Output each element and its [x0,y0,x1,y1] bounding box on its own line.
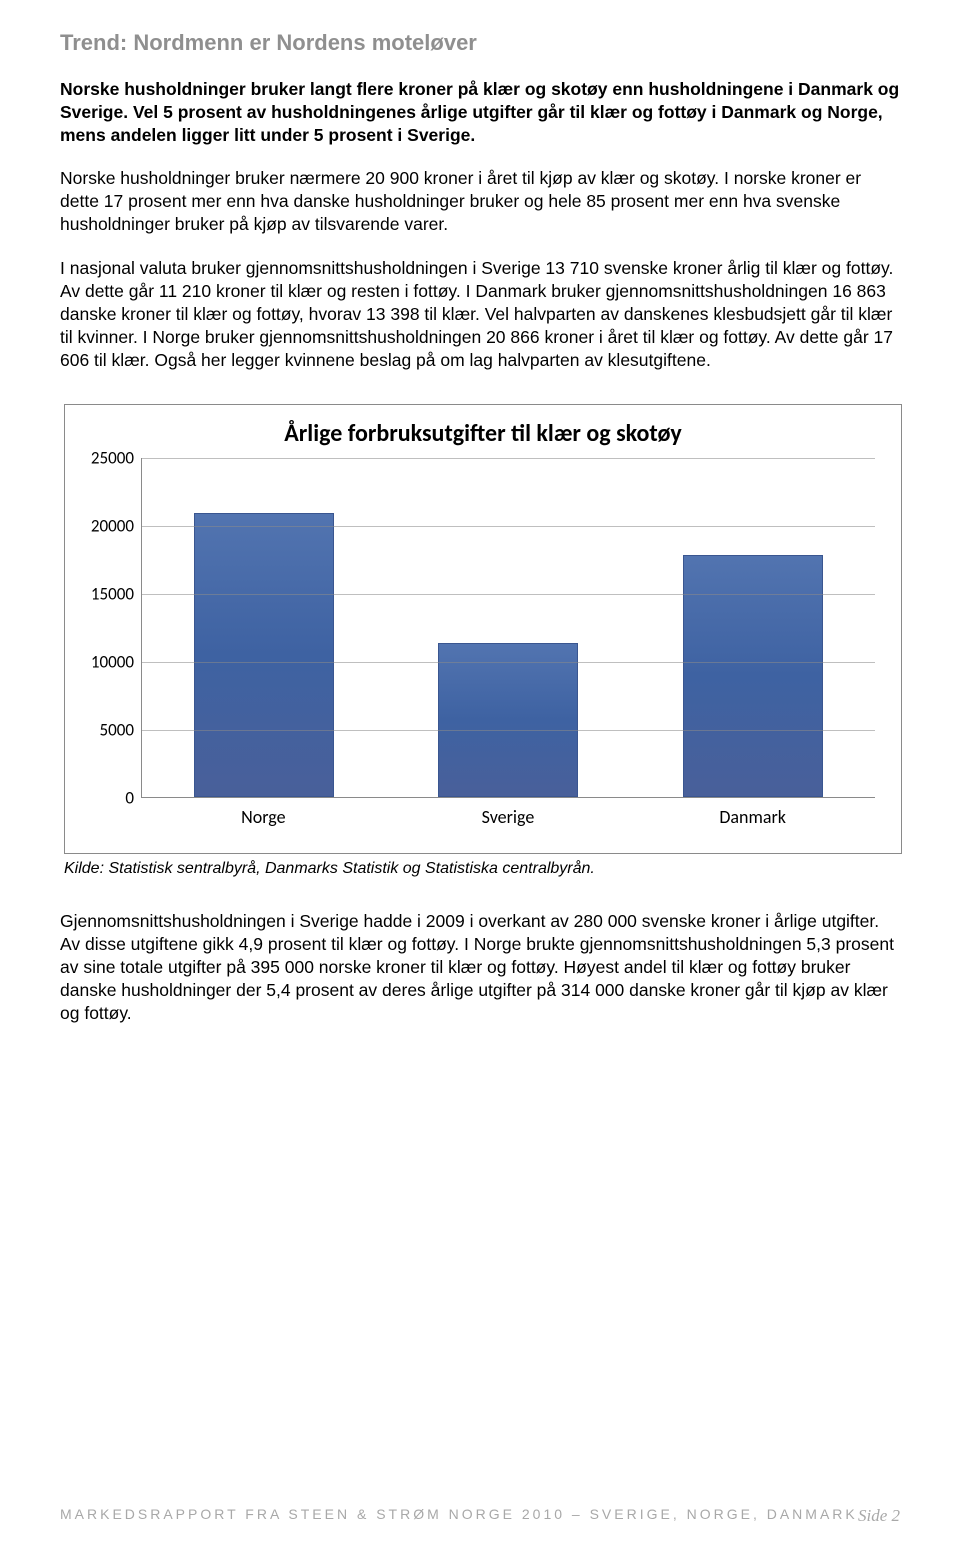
chart-bars [142,458,875,797]
chart-y-label: 0 [84,788,134,809]
footer-right: Side 2 [858,1506,900,1526]
chart-y-label: 5000 [84,720,134,741]
footer-left: MARKEDSRAPPORT FRA STEEN & STRØM NORGE 2… [60,1506,858,1526]
bar-chart: Årlige forbruksutgifter til klær og skot… [64,404,902,854]
lead-paragraph: Norske husholdninger bruker langt flere … [60,78,900,147]
chart-gridline [142,458,875,459]
body-paragraph-1: Norske husholdninger bruker nærmere 20 9… [60,167,900,236]
body-paragraph-3: Gjennomsnittshusholdningen i Sverige had… [60,910,900,1025]
heading-prefix: Trend: [60,30,127,55]
heading-rest: Nordmenn er Nordens moteløver [127,30,477,55]
chart-container: Årlige forbruksutgifter til klær og skot… [60,400,900,910]
chart-x-label: Danmark [683,806,823,828]
page-heading: Trend: Nordmenn er Nordens moteløver [60,30,900,56]
chart-gridline [142,730,875,731]
chart-bar [194,513,334,797]
chart-x-label: Sverige [438,806,578,828]
chart-y-label: 15000 [84,584,134,605]
body-paragraph-2: I nasjonal valuta bruker gjennomsnittshu… [60,257,900,372]
page-footer: MARKEDSRAPPORT FRA STEEN & STRØM NORGE 2… [60,1506,900,1526]
chart-y-label: 20000 [84,516,134,537]
chart-y-label: 10000 [84,652,134,673]
chart-gridline [142,662,875,663]
chart-x-labels: Norge Sverige Danmark [141,798,875,828]
chart-plot-area: 0500010000150002000025000 [141,458,875,798]
chart-title: Årlige forbruksutgifter til klær og skot… [83,419,883,448]
chart-bar [438,643,578,797]
chart-bar [683,555,823,797]
chart-gridline [142,594,875,595]
chart-x-label: Norge [193,806,333,828]
chart-caption: Kilde: Statistisk sentralbyrå, Danmarks … [64,860,896,878]
chart-y-label: 25000 [84,448,134,469]
chart-gridline [142,526,875,527]
